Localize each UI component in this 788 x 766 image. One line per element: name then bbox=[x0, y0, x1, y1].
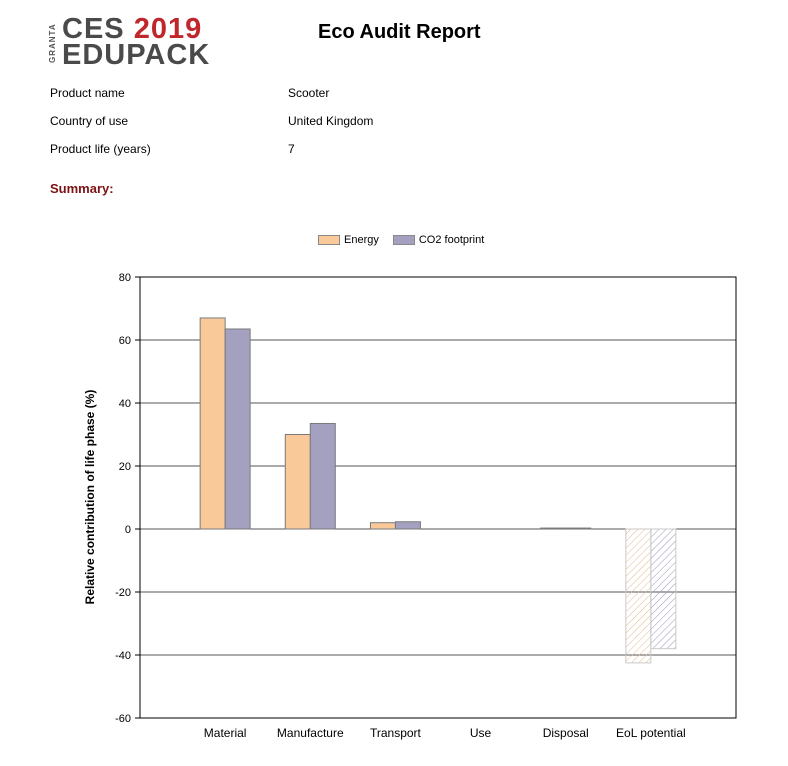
y-tick-label: 0 bbox=[125, 524, 131, 536]
legend-label-co2: CO2 footprint bbox=[418, 234, 485, 246]
info-row-product-life: Product life (years) 7 bbox=[50, 142, 295, 156]
y-tick-label: -40 bbox=[115, 650, 131, 662]
chart-x-categories: Material Manufacture Transport Use Disposal E… bbox=[204, 726, 686, 740]
legend-swatch-co2 bbox=[392, 235, 415, 245]
legend-label-energy: Energy bbox=[344, 234, 379, 246]
y-tick-label: 40 bbox=[119, 398, 131, 410]
y-axis-title: Relative contribution of life phase (%) bbox=[83, 390, 97, 605]
y-tick-label: -20 bbox=[115, 587, 131, 599]
y-tick-label: -60 bbox=[115, 713, 131, 725]
logo-edupack-text: EDUPACK bbox=[62, 39, 211, 71]
logo-ces-text: CES bbox=[62, 13, 125, 45]
logo-line1: CES 2019 bbox=[62, 14, 202, 44]
info-value: Scooter bbox=[288, 86, 330, 100]
y-tick-label: 80 bbox=[119, 272, 131, 284]
bar-co2-transport bbox=[394, 521, 421, 530]
legend-item-energy: Energy bbox=[318, 234, 379, 246]
bar-energy-disposal bbox=[540, 527, 567, 530]
bar-energy-transport bbox=[369, 522, 396, 530]
x-category-label: Disposal bbox=[543, 726, 589, 740]
bar-co2-eol-potential bbox=[650, 528, 677, 650]
logo-year-text: 2019 bbox=[133, 13, 203, 45]
chart-legend: Energy CO2 footprint bbox=[318, 234, 498, 246]
info-value: 7 bbox=[288, 142, 295, 156]
plot-frame bbox=[139, 276, 737, 719]
chart-bars bbox=[199, 317, 677, 664]
y-tick-label: 20 bbox=[119, 461, 131, 473]
info-row-product-name: Product name Scooter bbox=[50, 86, 329, 100]
info-label: Product name bbox=[50, 86, 125, 100]
legend-swatch-energy bbox=[318, 235, 340, 245]
ces-edupack-logo: GRANTA CES 2019 EDUPACK bbox=[48, 14, 233, 71]
report-title: Eco Audit Report bbox=[318, 21, 481, 43]
info-row-country: Country of use United Kingdom bbox=[50, 114, 373, 128]
x-category-label: Transport bbox=[370, 726, 422, 740]
legend-item-co2: CO2 footprint bbox=[392, 234, 485, 246]
x-category-label: Material bbox=[204, 726, 247, 740]
bar-energy-eol-potential bbox=[625, 528, 652, 664]
bar-co2-manufacture bbox=[309, 422, 336, 530]
bar-energy-manufacture bbox=[284, 434, 311, 530]
x-category-label: Use bbox=[470, 726, 492, 740]
y-tick-label: 60 bbox=[119, 335, 131, 347]
chart-y-ticks: 80 60 40 20 0 -20 -40 -60 bbox=[115, 272, 140, 725]
info-label: Country of use bbox=[50, 114, 129, 128]
bar-energy-material bbox=[199, 317, 226, 530]
info-value: United Kingdom bbox=[288, 114, 374, 128]
x-category-label: Manufacture bbox=[277, 726, 344, 740]
bar-co2-disposal bbox=[565, 527, 592, 530]
x-category-label: EoL potential bbox=[616, 726, 686, 740]
bar-co2-material bbox=[224, 328, 251, 530]
summary-heading: Summary: bbox=[50, 181, 114, 196]
info-label: Product life (years) bbox=[50, 142, 151, 156]
